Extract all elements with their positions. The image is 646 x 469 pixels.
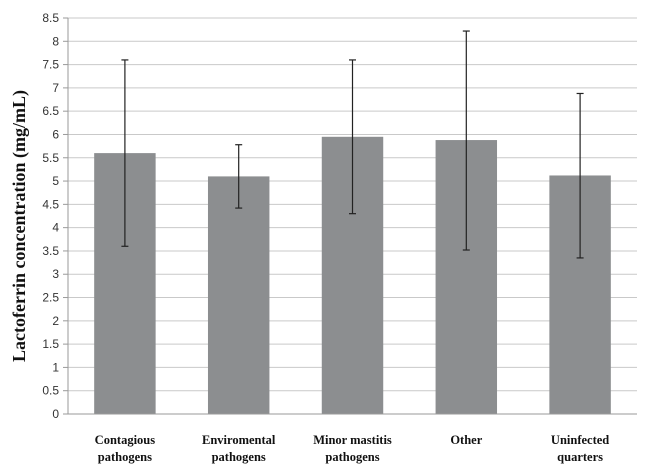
y-tick-label: 4 [52,221,59,235]
y-tick-label: 4.5 [42,197,59,211]
y-tick-label: 7 [52,81,59,95]
x-axis-category-labels: Contagious pathogens Enviromental pathogens… [95,433,610,464]
y-tick-label: 5.5 [42,151,59,165]
y-axis-title: Lactoferrin concentration (mg/mL) [9,90,30,362]
x-category-label: Minor mastitis [313,433,392,447]
y-tick-label: 2 [52,314,59,328]
x-category-label: pathogens [325,450,379,464]
y-tick-label: 7.5 [42,58,59,72]
x-category-label: quarters [557,450,603,464]
y-tick-label: 1 [52,360,59,374]
y-tick-label: 2.5 [42,291,59,305]
axes [67,18,637,415]
x-category-label: pathogens [212,450,266,464]
x-category-label: Uninfected [551,433,609,447]
y-tick-label: 0.5 [42,384,59,398]
error-bars [121,30,584,259]
x-category-label: Contagious [95,433,156,447]
y-tick-label: 3 [52,267,59,281]
y-tick-label: 3.5 [42,244,59,258]
bars [94,136,611,415]
x-category-label: Other [450,433,482,447]
y-tick-label: 6.5 [42,104,59,118]
y-tick-label: 6 [52,127,59,141]
x-category-label: Enviromental [202,433,276,447]
y-axis-ticks: 0 0.5 1 1.5 2 2.5 3 3.5 4 4.5 5 5.5 6 6.5 7 7.5 8 8.5 [42,11,68,421]
x-category-label: pathogens [98,450,152,464]
y-tick-label: 0 [52,407,59,421]
y-tick-label: 5 [52,174,59,188]
y-tick-label: 8 [52,34,59,48]
y-tick-label: 8.5 [42,11,59,25]
y-tick-label: 1.5 [42,337,59,351]
bar [207,176,270,414]
